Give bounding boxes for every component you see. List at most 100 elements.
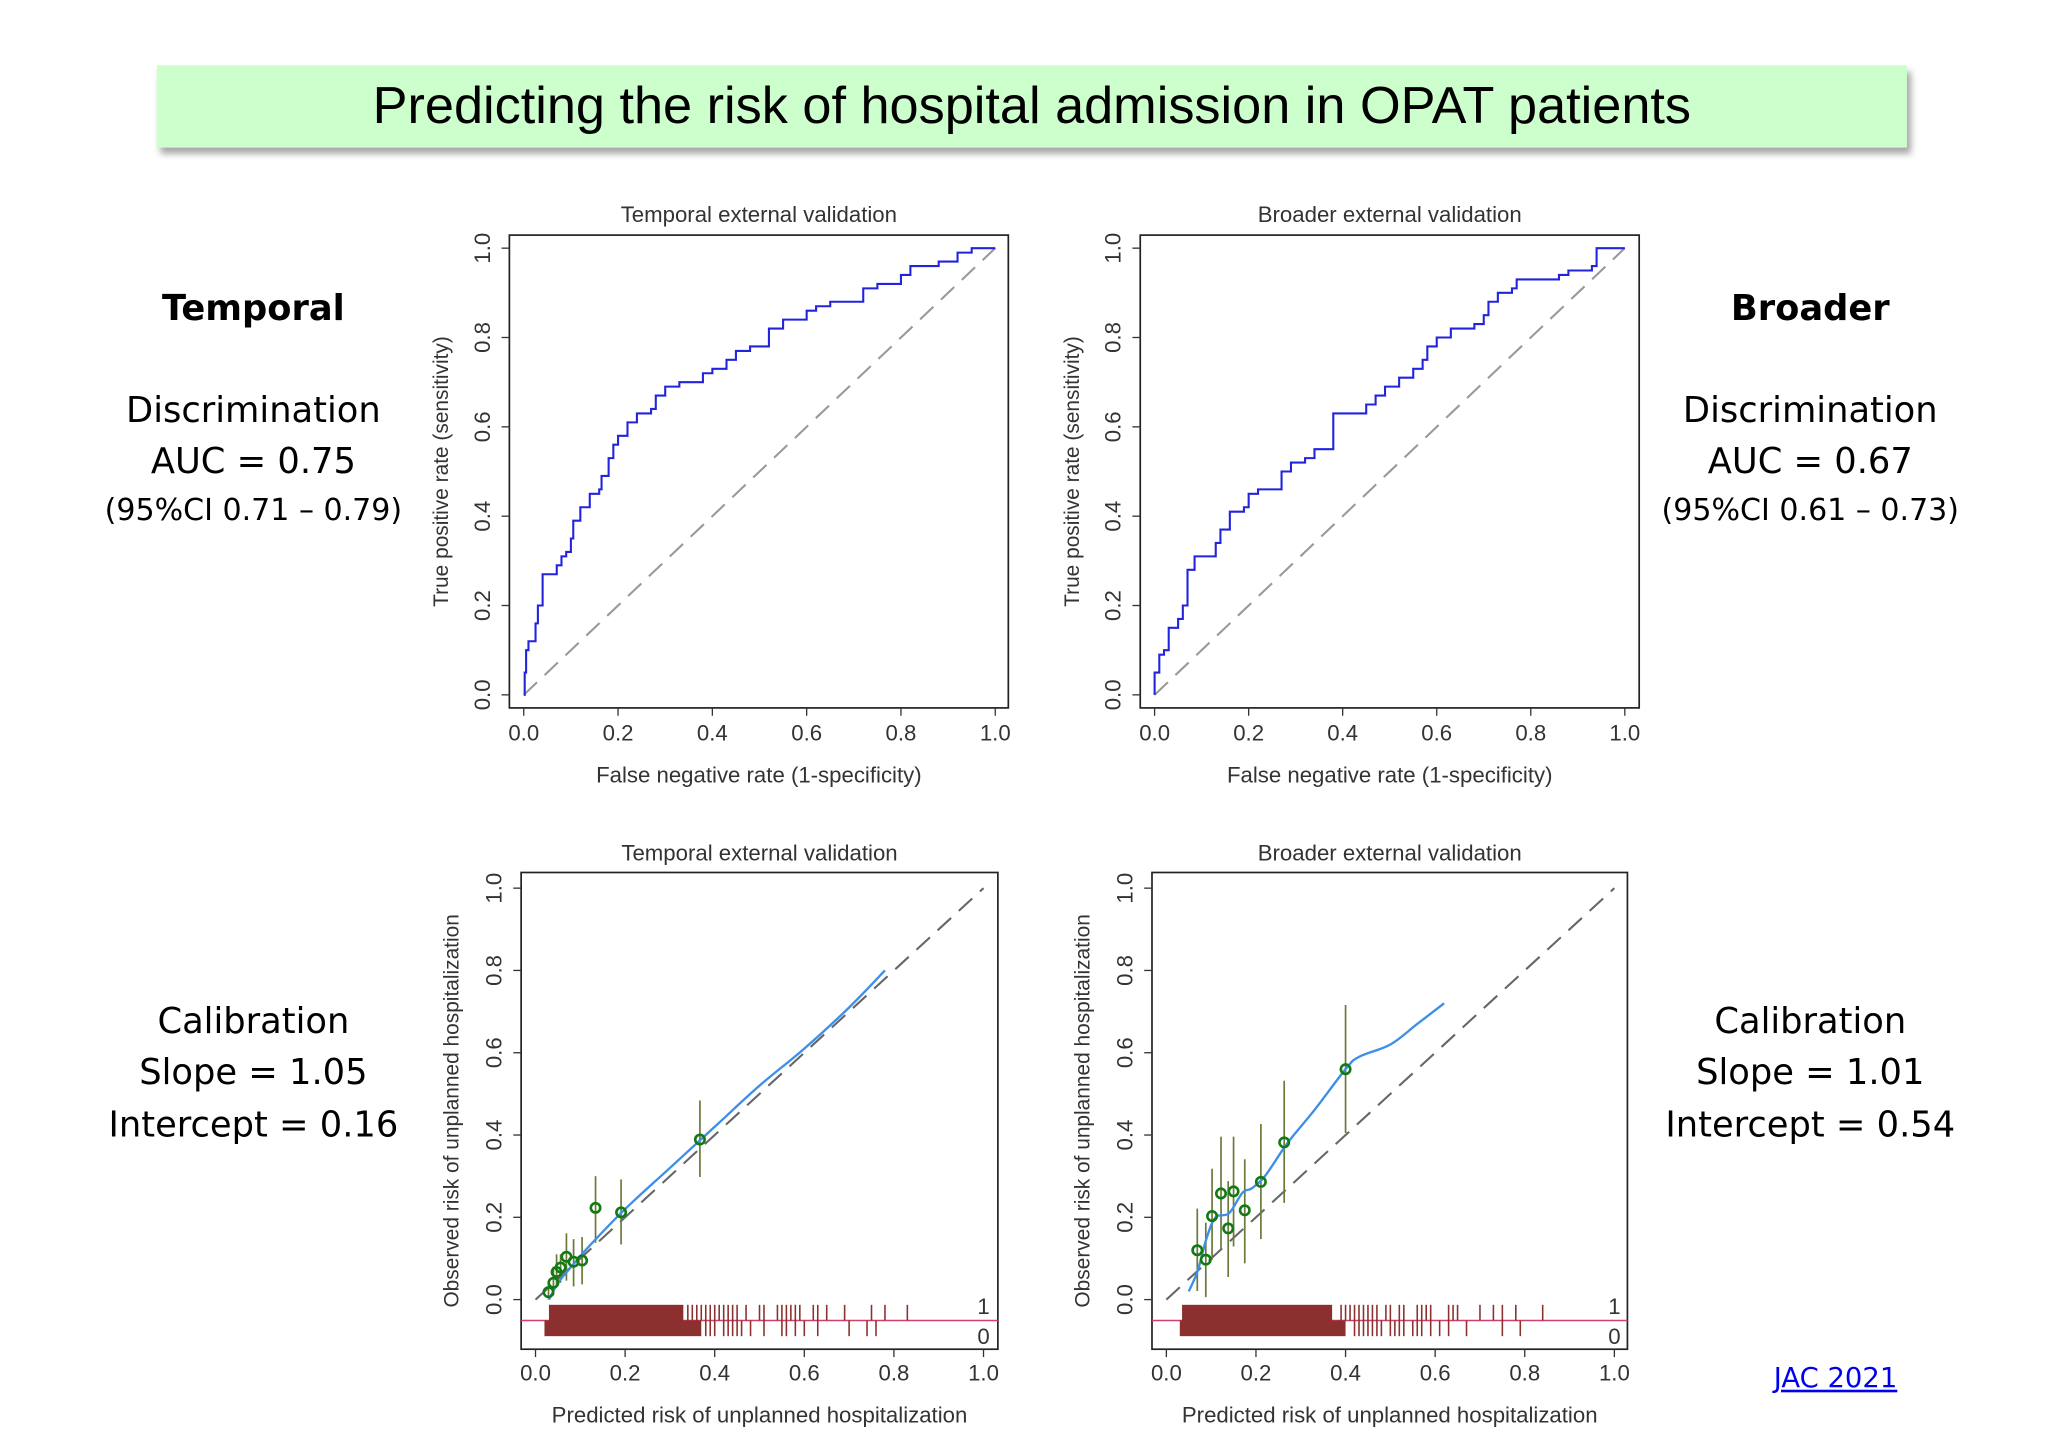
x-tick-label: 0.6 — [1420, 1361, 1451, 1386]
non-event-rug-dense — [1179, 1320, 1346, 1337]
x-tick-label: 0.2 — [603, 721, 634, 746]
event-rug-dense — [548, 1304, 684, 1321]
y-tick-label: 0.4 — [1112, 1120, 1137, 1151]
calibration-point — [615, 1206, 628, 1219]
slide-title: Predicting the risk of hospital admissio… — [372, 77, 1692, 135]
citation-link[interactable]: JAC 2021 — [1773, 1362, 1898, 1394]
chart-title: Temporal external validation — [621, 202, 897, 227]
calibration-point — [1199, 1253, 1212, 1266]
reference-diagonal — [534, 887, 985, 1301]
x-tick-label: 0.6 — [791, 721, 822, 746]
y-tick-label: 0.0 — [482, 1284, 507, 1315]
roc-curve — [523, 247, 996, 696]
calibration-point — [1278, 1136, 1291, 1149]
roc-curve — [1153, 247, 1625, 695]
left-heading: Temporal — [161, 288, 345, 330]
x-tick-label: 0.8 — [886, 721, 917, 746]
right-discrimination-label: Discrimination — [1682, 390, 1938, 432]
event-rug-dense — [1182, 1304, 1333, 1321]
plot-frame — [1151, 871, 1629, 1351]
calibration-point — [576, 1254, 589, 1267]
y-tick-label: 0.0 — [1112, 1284, 1137, 1315]
x-tick-label: 1.0 — [1599, 1361, 1630, 1386]
y-axis-label: True positive rate (sensitivity) — [1061, 336, 1084, 607]
y-tick-label: 0.8 — [470, 322, 495, 353]
chart-1: Broader external validation False negativ… — [1061, 202, 1640, 787]
chart-3: Broader external validation Predicted ris… — [1071, 841, 1629, 1428]
reference-diagonal — [1165, 887, 1616, 1301]
calibration-point — [1339, 1063, 1352, 1076]
x-tick-label: 1.0 — [1609, 721, 1640, 746]
calibration-point — [1227, 1185, 1240, 1198]
calibration-point — [1191, 1244, 1204, 1257]
y-tick-label: 0.6 — [1101, 411, 1126, 442]
y-tick-label: 0.4 — [482, 1120, 507, 1151]
x-tick-label: 0.4 — [699, 1361, 730, 1386]
y-tick-label: 0.6 — [482, 1037, 507, 1068]
calibration-point — [542, 1286, 555, 1299]
x-tick-label: 0.4 — [1327, 721, 1358, 746]
y-tick-label: 0.8 — [482, 955, 507, 986]
calibration-point — [1222, 1222, 1235, 1235]
x-tick-label: 0.0 — [1151, 1361, 1182, 1386]
y-tick-label: 0.2 — [470, 590, 495, 621]
y-tick-label: 1.0 — [470, 233, 495, 264]
y-tick-label: 0.0 — [470, 679, 495, 710]
chart-title: Broader external validation — [1258, 202, 1522, 227]
plot-frame — [508, 234, 1010, 709]
x-axis-label: Predicted risk of unplanned hospitalizat… — [1182, 1402, 1598, 1427]
x-axis-label: False negative rate (1-specificity) — [596, 762, 922, 787]
x-axis-label: Predicted risk of unplanned hospitalizat… — [552, 1402, 968, 1427]
calibration-point — [1215, 1187, 1228, 1200]
x-tick-label: 0.2 — [610, 1361, 641, 1386]
rug-label-non-events: 0 — [977, 1324, 989, 1349]
y-tick-label: 0.8 — [1112, 955, 1137, 986]
right-auc-ci: (95%CI 0.61 – 0.73) — [1661, 493, 1960, 528]
calibration-point — [1206, 1210, 1219, 1223]
calibration-point — [693, 1133, 706, 1146]
x-tick-label: 0.2 — [1233, 721, 1264, 746]
non-event-rug-dense — [544, 1320, 702, 1337]
y-tick-label: 0.6 — [1112, 1037, 1137, 1068]
right-calibration-label: Calibration — [1714, 1001, 1907, 1043]
x-tick-label: 0.0 — [1139, 721, 1170, 746]
calibration-point — [547, 1276, 560, 1289]
y-tick-label: 0.4 — [470, 501, 495, 532]
y-tick-label: 0.2 — [1112, 1202, 1137, 1233]
left-calibration-label: Calibration — [157, 1001, 350, 1043]
rug-label-events: 1 — [1608, 1294, 1620, 1319]
slide-title-banner: Predicting the risk of hospital admissio… — [156, 65, 1907, 148]
calibration-smooth-curve — [547, 969, 886, 1301]
y-tick-label: 0.2 — [482, 1202, 507, 1233]
y-tick-label: 0.8 — [1101, 322, 1126, 353]
x-tick-label: 0.8 — [878, 1361, 909, 1386]
x-tick-label: 0.6 — [789, 1361, 820, 1386]
rug-label-non-events: 0 — [1608, 1324, 1620, 1349]
left-auc: AUC = 0.75 — [150, 441, 356, 482]
reference-diagonal — [523, 247, 996, 696]
x-tick-label: 0.4 — [1330, 1361, 1361, 1386]
x-tick-label: 0.4 — [697, 721, 728, 746]
y-tick-label: 1.0 — [482, 873, 507, 904]
y-tick-label: 1.0 — [1112, 873, 1137, 904]
rug-label-events: 1 — [977, 1294, 989, 1319]
calibration-smooth-curve — [1187, 1002, 1445, 1292]
y-axis-label: True positive rate (sensitivity) — [430, 336, 453, 607]
y-tick-label: 0.2 — [1101, 590, 1126, 621]
chart-0: Temporal external validation False negati… — [430, 202, 1011, 787]
y-axis-label: Observed risk of unplanned hospitalizati… — [1071, 914, 1094, 1307]
x-tick-label: 1.0 — [968, 1361, 999, 1386]
x-axis-label: False negative rate (1-specificity) — [1227, 762, 1553, 787]
x-tick-label: 1.0 — [980, 721, 1011, 746]
right-intercept: Intercept = 0.54 — [1665, 1104, 1956, 1146]
left-auc-ci: (95%CI 0.71 – 0.79) — [104, 493, 403, 528]
y-tick-label: 0.6 — [470, 411, 495, 442]
x-tick-label: 0.8 — [1509, 1361, 1540, 1386]
y-tick-label: 1.0 — [1101, 233, 1126, 264]
reference-diagonal — [1153, 247, 1626, 696]
calibration-point — [1254, 1175, 1267, 1188]
y-tick-label: 0.0 — [1101, 679, 1126, 710]
calibration-point — [589, 1201, 602, 1214]
